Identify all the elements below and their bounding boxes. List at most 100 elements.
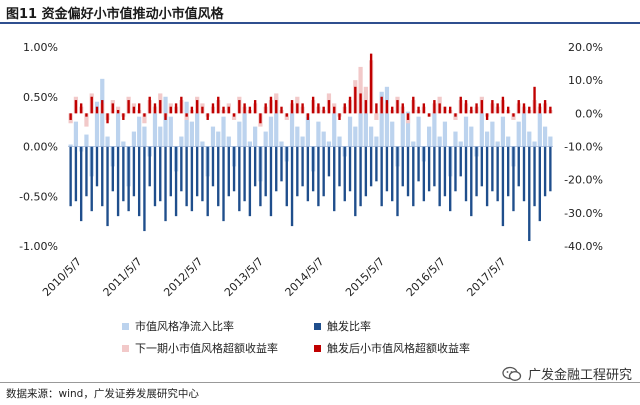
bar-series-3-62 [396,100,399,114]
bar-series-1-59 [380,146,383,207]
bar-series-1-84 [512,146,515,212]
bar-series-1-14 [143,146,146,232]
legend-swatch-net-inflow [122,322,129,330]
bar-series-3-76 [470,106,473,114]
bar-series-0-40 [279,141,284,147]
bar-series-0-55 [358,101,363,147]
legend-item-next-period-excess: 下一期小市值风格超额收益率 [122,340,278,356]
bar-series-1-29 [222,146,225,222]
bar-series-1-88 [533,146,536,207]
bar-series-1-32 [238,146,241,212]
bar-series-1-60 [385,146,389,192]
bar-series-0-32 [237,121,242,147]
bar-series-3-37 [264,103,267,114]
legend-swatch-after-trigger-excess [314,344,321,352]
bar-series-1-74 [459,146,462,177]
left-axis-tick-2: 0.00% [23,141,58,154]
bar-series-0-89 [537,111,542,147]
bar-series-3-34 [248,106,252,114]
bar-series-1-40 [280,146,283,182]
bar-series-1-57 [369,146,373,187]
left-axis-tick-1: 0.50% [23,91,58,104]
bar-series-3-50 [333,106,336,114]
bar-series-0-28 [216,131,221,147]
bar-series-1-24 [195,146,199,197]
x-axis-tick-1: 2011/5/7 [101,255,145,299]
bar-series-3-83 [507,106,510,114]
bar-series-3-18 [164,113,167,120]
bar-series-3-87 [528,106,531,114]
bar-series-0-71 [442,121,448,147]
right-axis-tick-6: -40.0% [564,240,603,253]
bar-series-3-12 [132,106,136,114]
bar-series-0-80 [490,121,495,147]
bar-series-1-21 [180,146,183,192]
bar-series-0-0 [68,144,73,147]
bar-series-1-36 [259,146,262,207]
footer-divider [0,382,640,383]
bar-series-1-4 [90,146,93,212]
bar-series-1-20 [174,146,178,217]
bar-series-3-70 [438,103,441,114]
bar-series-3-60 [385,100,389,114]
bar-series-3-0 [69,113,72,120]
bar-series-1-86 [522,146,526,202]
bar-series-1-83 [507,146,510,197]
bar-series-3-32 [238,100,241,114]
legend-label-after-trigger-excess: 触发后小市值风格超额收益率 [327,342,470,355]
bar-series-0-58 [374,136,379,147]
bar-series-0-66 [416,116,421,147]
bar-series-3-80 [491,100,494,114]
bar-series-3-28 [217,96,220,114]
bar-series-3-53 [348,96,352,114]
bar-series-1-45 [306,146,310,202]
bar-series-0-5 [94,101,100,147]
right-axis-tick-0: 20.0% [568,41,603,54]
bar-series-0-35 [253,126,258,147]
bar-series-3-35 [253,100,257,114]
bar-series-0-24 [195,111,200,147]
bar-series-1-81 [496,146,499,202]
bar-series-3-74 [459,96,462,114]
bar-series-3-7 [106,113,109,124]
bar-series-3-40 [280,106,283,114]
bar-series-1-85 [517,146,520,187]
bar-series-1-51 [338,146,341,187]
bar-series-1-54 [354,146,357,217]
bar-series-3-42 [290,100,294,114]
bar-series-3-65 [412,96,415,114]
bar-series-0-54 [353,126,358,147]
bar-series-3-45 [306,113,310,120]
bar-series-1-56 [364,146,368,197]
bar-series-3-77 [475,103,478,114]
right-axis-tick-3: -10.0% [564,141,603,154]
bar-series-0-44 [300,136,305,147]
bar-series-3-19 [169,106,172,114]
bar-series-0-88 [532,141,537,147]
bar-series-0-85 [516,121,521,147]
legend-label-net-inflow: 市值风格净流入比率 [135,320,234,333]
bar-series-0-47 [316,121,321,147]
bar-series-1-49 [327,146,331,177]
bar-series-0-86 [521,106,527,147]
bar-series-1-55 [359,146,362,207]
bar-series-0-33 [242,111,247,147]
bar-series-0-25 [200,141,205,147]
x-axis-tick-2: 2012/5/7 [161,255,205,299]
bar-series-0-9 [115,111,121,147]
wechat-icon [502,366,522,381]
bar-series-1-66 [417,146,420,182]
bar-series-0-19 [168,116,173,147]
bar-series-1-19 [169,146,172,197]
bar-series-1-23 [190,146,194,212]
bar-series-1-31 [232,146,236,192]
bar-series-3-31 [232,113,236,117]
bar-series-3-55 [359,93,362,114]
bar-series-3-38 [269,96,273,114]
bar-series-1-11 [127,146,130,212]
bar-series-3-86 [522,103,526,114]
bar-series-3-20 [174,103,178,114]
bar-series-3-69 [433,100,436,114]
bar-series-0-51 [337,136,342,147]
bar-series-2-3 [84,113,89,127]
